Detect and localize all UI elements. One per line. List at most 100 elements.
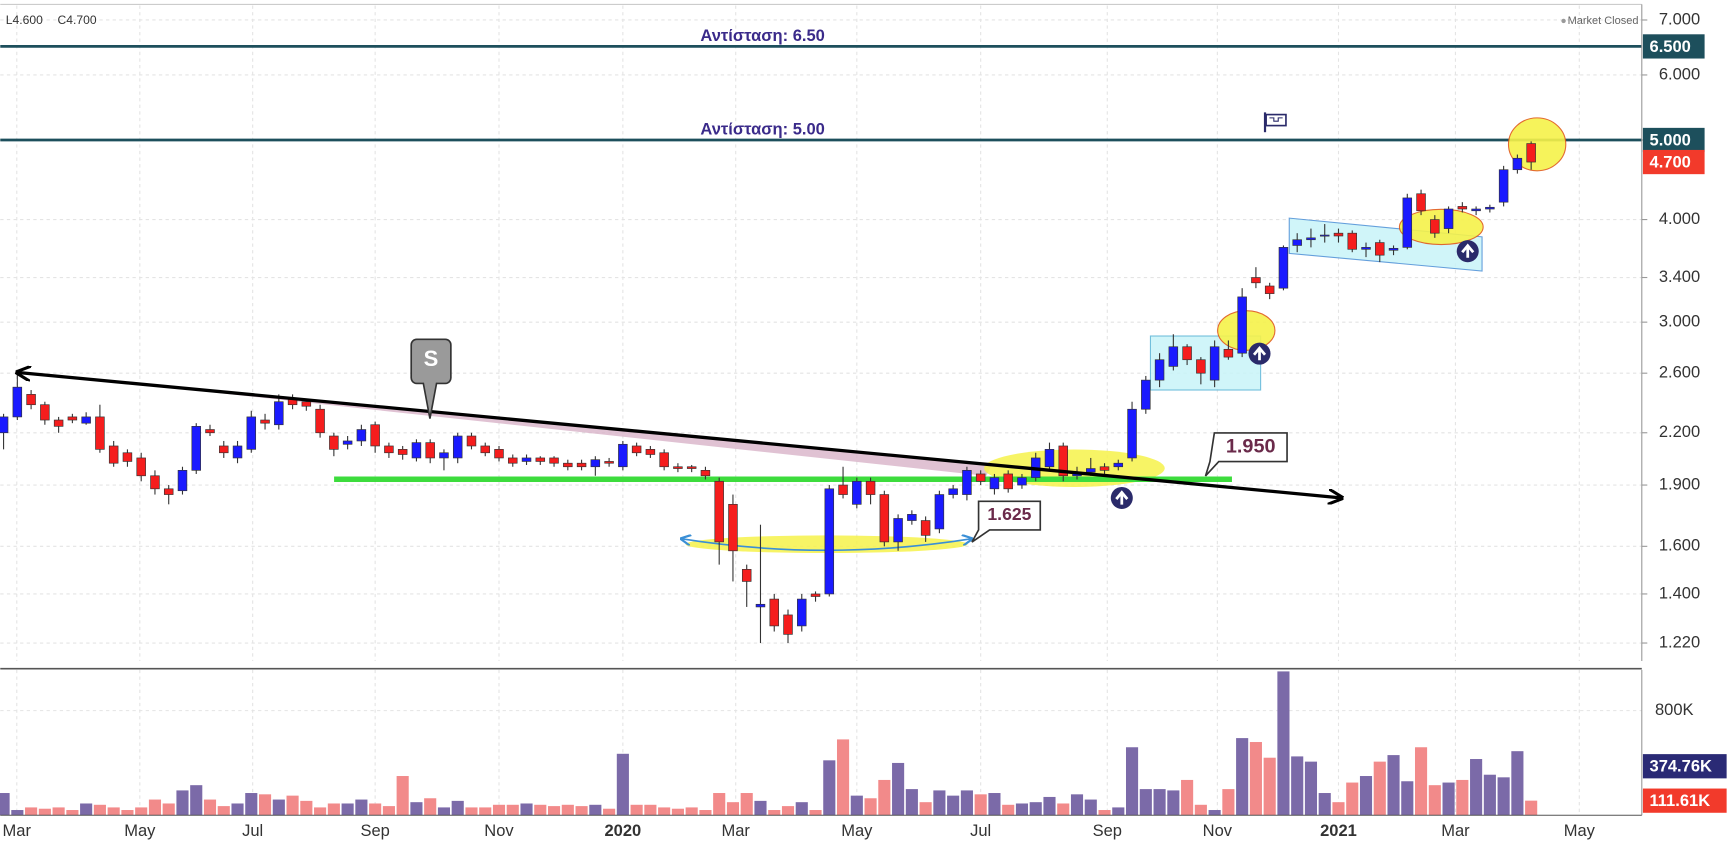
candle-body: [81, 416, 91, 424]
candle-body: [315, 408, 325, 434]
candle-body: [1388, 247, 1399, 251]
candle-body: [191, 426, 201, 471]
y-tick-label: 800K: [1655, 700, 1694, 719]
candle-body: [865, 480, 876, 495]
candle-body: [714, 480, 724, 543]
candle-body: [1209, 346, 1220, 381]
x-tick-label: Nov: [1203, 821, 1233, 840]
volume-bar: [1194, 804, 1207, 816]
signal-marker: [410, 338, 452, 419]
y-tick-label: 1.600: [1659, 536, 1700, 555]
candle-body: [1443, 208, 1454, 229]
candle-body: [1251, 277, 1261, 284]
candle-body: [989, 477, 1000, 490]
volume-bar: [479, 807, 492, 816]
trend-line: [17, 372, 1342, 498]
candle-body: [1278, 247, 1289, 289]
volume-bar: [836, 739, 850, 816]
candle-body: [1044, 449, 1055, 468]
volume-bar: [1414, 747, 1428, 816]
volume-bar: [300, 800, 313, 816]
candle-body: [177, 470, 188, 492]
volume-bar: [988, 793, 1001, 816]
header-low: L4.600: [6, 13, 43, 27]
candle-body: [163, 488, 174, 495]
callout: [971, 500, 1042, 543]
candle-body: [700, 470, 711, 477]
volume-bar: [1428, 785, 1441, 816]
candle-body: [425, 442, 435, 459]
candle-body: [1361, 247, 1371, 250]
volume-bar: [314, 807, 327, 816]
volume-bar: [781, 806, 795, 816]
candle-body: [26, 394, 36, 406]
candle-body: [838, 484, 848, 495]
volume-bar: [630, 804, 643, 816]
candle-body: [783, 614, 793, 635]
x-tick-label: 2021: [1320, 821, 1357, 840]
y-tick-label: 3.400: [1659, 267, 1700, 286]
callout-label: 1.950: [1226, 436, 1276, 458]
volume-bar: [933, 790, 946, 816]
volume-bar: [38, 808, 51, 816]
y-tick-label: 3.000: [1659, 312, 1700, 331]
candle-body: [494, 449, 504, 459]
volume-bar: [135, 807, 148, 816]
candle-body: [219, 445, 229, 454]
price-badge-label: 6.500: [1650, 37, 1691, 56]
volume-bar: [1139, 789, 1152, 816]
volume-bar: [258, 794, 272, 816]
volume-bar: [754, 800, 767, 816]
volume-bar: [1263, 757, 1276, 816]
candle-body: [576, 462, 587, 468]
volume-bar: [850, 795, 863, 816]
candle-body: [728, 503, 738, 552]
volume-bar: [671, 808, 684, 816]
volume-bar: [740, 793, 753, 816]
candle-body: [1430, 219, 1440, 234]
volume-bar: [162, 803, 175, 816]
candle-body: [329, 435, 339, 450]
volume-bar: [534, 804, 547, 816]
candle-body: [741, 569, 752, 582]
up-arrow-icon: [1456, 240, 1479, 263]
volume-bar: [1208, 810, 1221, 816]
price-badge: [1642, 788, 1727, 813]
volume-bar: [1511, 751, 1524, 816]
volume-bar: [1002, 804, 1015, 816]
volume-bar: [878, 779, 891, 816]
volume-bar: [1015, 803, 1029, 816]
highlight: [1398, 208, 1484, 246]
candle-body: [1457, 206, 1468, 210]
candle-body: [1416, 193, 1426, 212]
volume-bar: [1098, 810, 1111, 816]
candle-body: [301, 401, 312, 407]
volume-bar: [52, 807, 65, 816]
volume-bar: [947, 795, 960, 816]
price-badge-label: 5.000: [1650, 130, 1691, 149]
volume-bar: [190, 785, 203, 816]
volume-bar: [355, 799, 368, 816]
candle-body: [824, 488, 835, 595]
up-arrow-icon: [1110, 486, 1133, 509]
callout: [1204, 432, 1288, 477]
y-tick-label: 2.600: [1659, 363, 1700, 382]
candle-body: [1127, 408, 1137, 459]
candle-body: [1168, 346, 1179, 367]
volume-bar: [1470, 759, 1483, 816]
resistance-label: Αντίσταση: 6.50: [700, 26, 824, 45]
x-tick-label: Jul: [970, 821, 991, 840]
y-tick-label: 2.200: [1659, 422, 1700, 441]
candle-body: [673, 466, 683, 469]
volume-bar: [121, 810, 134, 816]
volume-bar: [437, 807, 451, 816]
price-badge: [1642, 127, 1705, 153]
volume-bar: [0, 793, 10, 816]
price-badge-label: 4.700: [1650, 153, 1691, 172]
volume-bar: [616, 753, 629, 816]
candle-body: [136, 457, 146, 477]
volume-bar: [1043, 796, 1056, 816]
volume-bar: [974, 794, 987, 816]
